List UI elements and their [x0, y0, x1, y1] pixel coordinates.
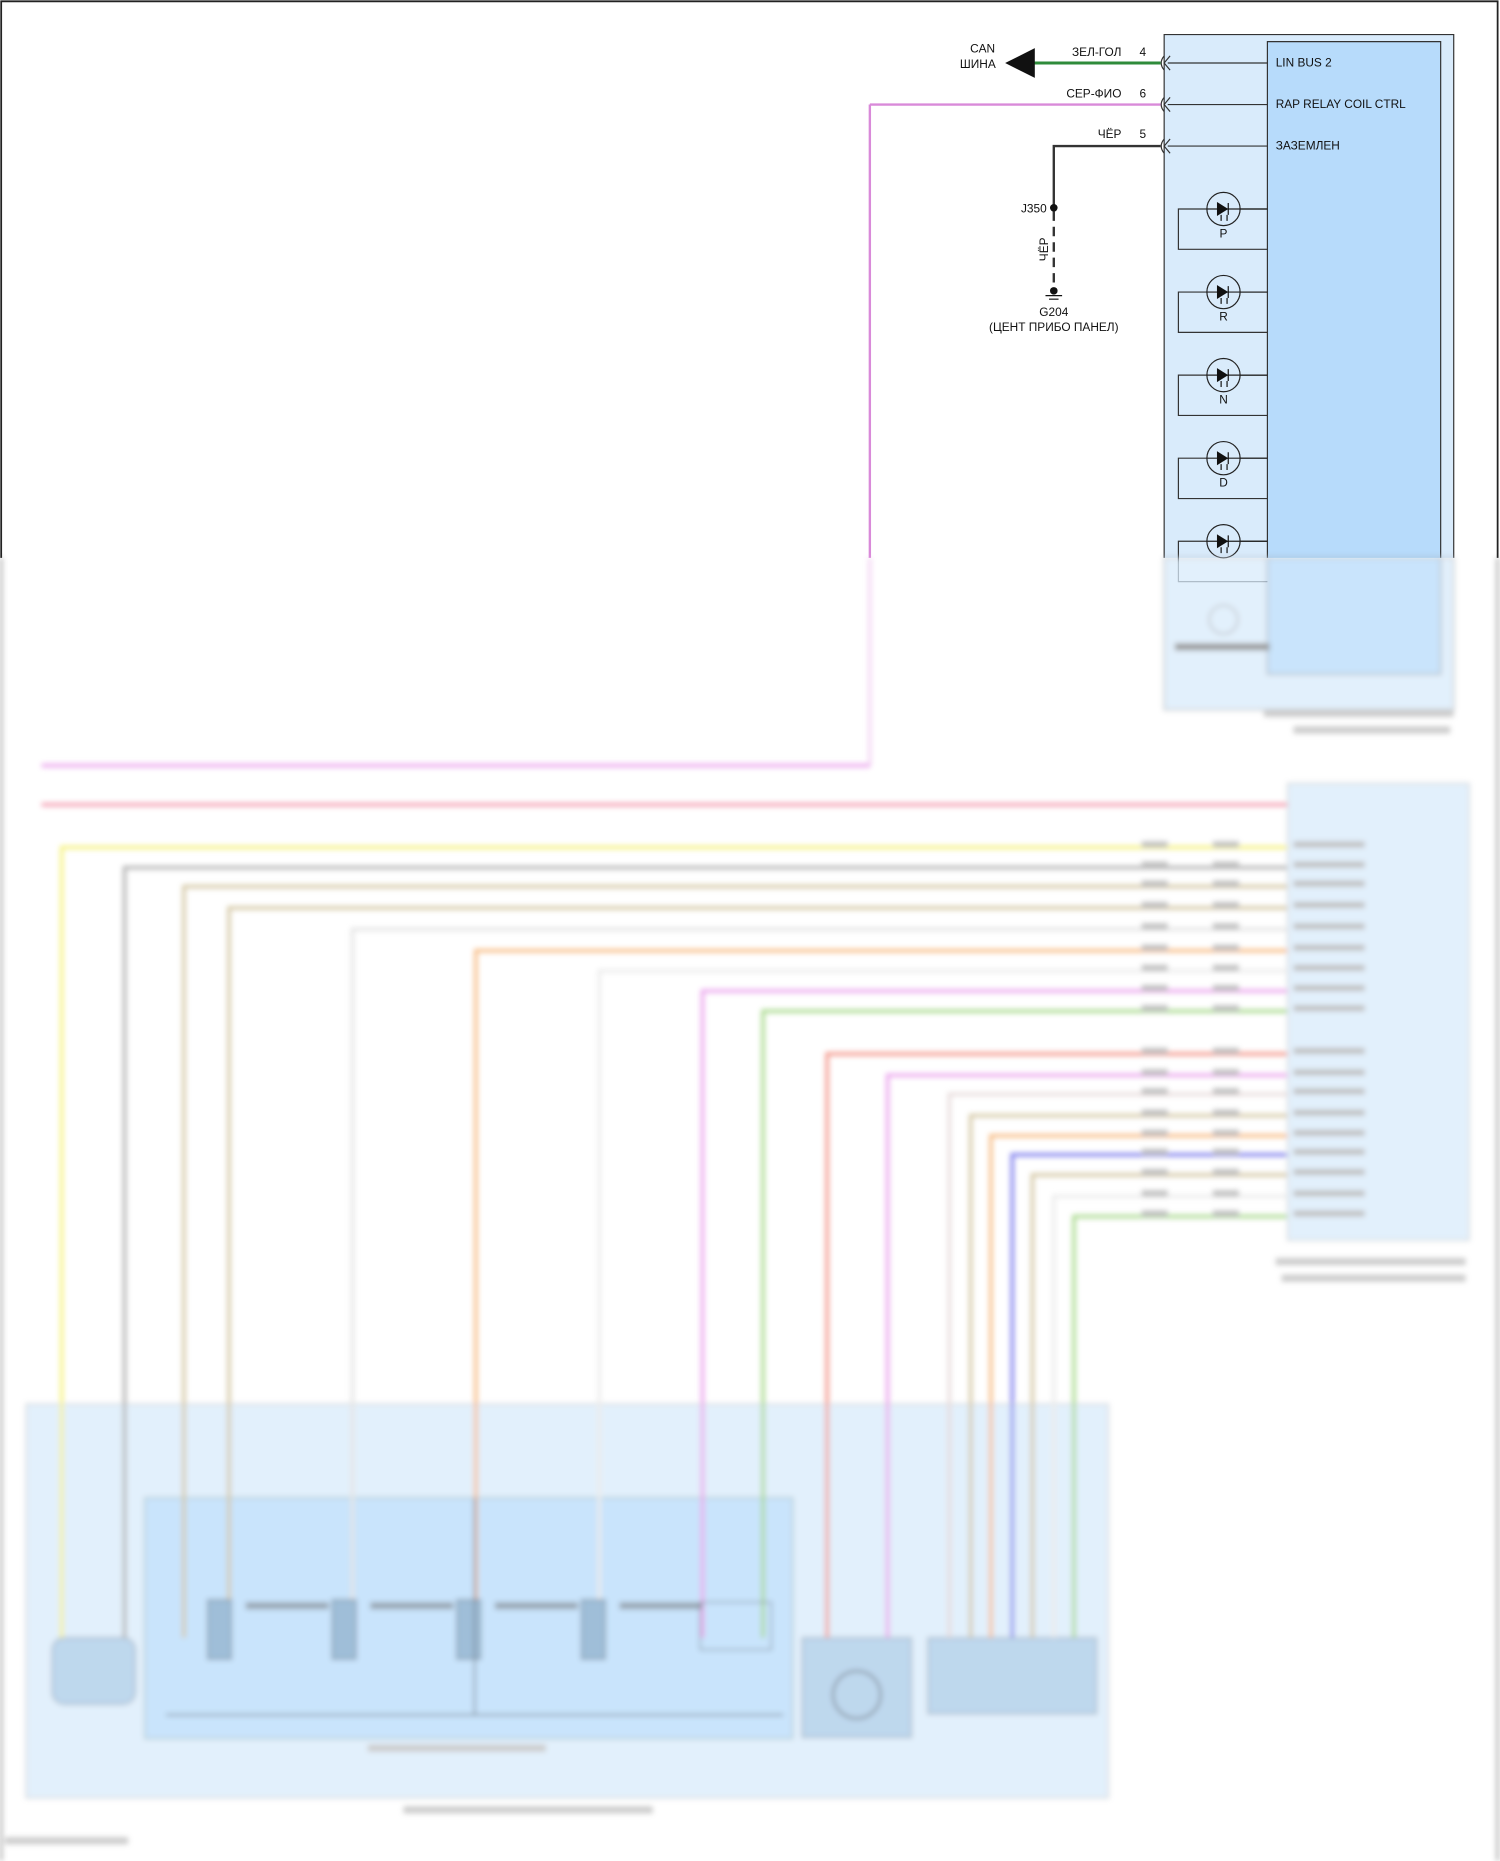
ground-wire-color: ЧЁР [1037, 237, 1051, 261]
indicator-leds: P R N D [1177, 191, 1268, 583]
wire [474, 948, 1288, 1638]
led-icon [1206, 357, 1268, 393]
led-indicator-N: N [1177, 357, 1268, 417]
ground-location: (ЦЕНТ ПРИБО ПАНЕЛ) [989, 320, 1119, 334]
led-icon [1206, 440, 1268, 476]
wire [59, 845, 1288, 1638]
ground-circuit: J350 ЧЁР G204 (ЦЕНТ ПРИБО ПАНЕЛ) [989, 202, 1119, 335]
wire [227, 906, 1288, 1638]
pin-6-number: 6 [1139, 86, 1146, 100]
pin-6-wire-color: СЕР-ФИО [1066, 86, 1121, 100]
wire [1052, 1194, 1288, 1638]
wire [761, 1009, 1288, 1638]
wire [700, 989, 1288, 1638]
led-indicator-R: R [1177, 274, 1268, 333]
wire [182, 884, 1288, 1638]
pin-6-wire: СЕР-ФИО 6 RAP RELAY COIL CTRL [868, 86, 1406, 558]
splice-dot [1050, 203, 1058, 212]
led-label: N [1219, 393, 1228, 407]
ground-icon [1045, 287, 1063, 300]
led-label: P [1220, 226, 1228, 240]
ground-id: G204 [1039, 305, 1068, 319]
pin-4-number: 4 [1139, 45, 1146, 59]
pin-4-wire: CAN ШИНА ЗЕЛ-ГОЛ 4 LIN BUS 2 [960, 41, 1332, 78]
led-label: R [1219, 310, 1228, 324]
wire [1030, 1173, 1288, 1638]
page-border [0, 0, 1499, 558]
led-icon [1206, 191, 1268, 227]
pin-5-number: 5 [1139, 127, 1146, 141]
pin-6-signal: RAP RELAY COIL CTRL [1276, 97, 1406, 111]
can-bus-label-1: CAN [970, 41, 995, 55]
wire [968, 1113, 1288, 1638]
led-indicator-P: P [1177, 191, 1268, 250]
blurred-lower-diagram [0, 557, 1499, 1861]
pin-4-wire-color: ЗЕЛ-ГОЛ [1072, 45, 1121, 59]
wire [825, 1052, 1288, 1638]
pin-5-wire: ЧЁР 5 ЗАЗЕМЛЕН [1052, 127, 1340, 208]
pin-5-signal: ЗАЗЕМЛЕН [1276, 139, 1340, 153]
wire [989, 1134, 1288, 1638]
wire [122, 865, 1288, 1638]
can-bus-label-2: ШИНА [960, 57, 996, 71]
splice-label: J350 [1021, 202, 1047, 216]
shifter-module [1163, 33, 1455, 558]
led-icon [1206, 524, 1268, 559]
led-label: D [1219, 476, 1228, 490]
led-icon [1206, 274, 1268, 310]
wire [597, 969, 1288, 1638]
led-indicator-D: D [1177, 440, 1268, 500]
pin-4-signal: LIN BUS 2 [1276, 56, 1332, 70]
wire [947, 1092, 1288, 1638]
wire [350, 927, 1288, 1638]
pin-5-wire-color: ЧЁР [1098, 127, 1122, 141]
wire [1010, 1153, 1288, 1638]
